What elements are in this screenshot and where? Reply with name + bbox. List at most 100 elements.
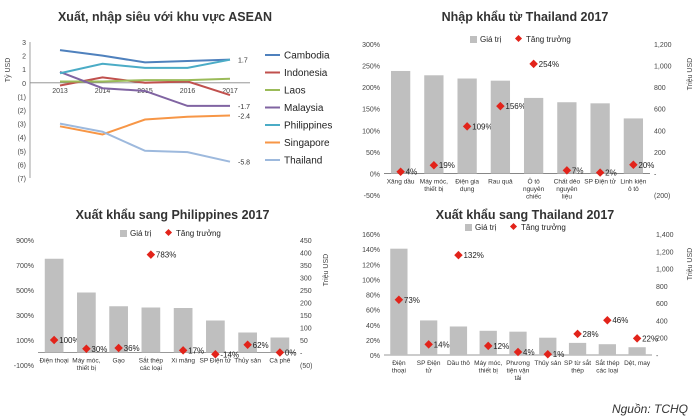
value-bar	[590, 103, 610, 174]
category-label: Linh kiện ô tô	[620, 178, 646, 193]
right-tick-label: 1,400	[656, 232, 674, 239]
data-label: -2.4	[238, 113, 250, 120]
category-label-line: Dệt, may	[624, 360, 651, 367]
category-label: Xi măng	[171, 358, 195, 365]
legend-label: Tăng trưởng	[176, 229, 221, 238]
growth-label: 1%	[553, 350, 565, 359]
growth-marker	[462, 122, 472, 131]
right-axis-title: Triệu USD	[687, 58, 694, 90]
category-label-line: Sắt thép	[595, 358, 620, 367]
category-label-line: nguyên	[523, 186, 545, 193]
left-tick-label: 100%	[362, 128, 380, 135]
series-line	[59, 58, 231, 75]
right-tick-label: 1,000	[654, 64, 672, 71]
legend-label: Giá trị	[130, 229, 152, 238]
left-tick-label: -100%	[14, 363, 34, 370]
category-label: SP Điện tử	[584, 177, 616, 185]
legend-label: Giá trị	[480, 35, 502, 44]
legend-label: Laos	[284, 86, 306, 97]
category-label: Thủy sản	[234, 357, 261, 365]
growth-label: 132%	[463, 251, 483, 260]
y-tick-label: 1	[22, 67, 26, 74]
value-bar	[420, 320, 438, 355]
right-tick-label: 250	[300, 288, 312, 295]
series-line	[60, 77, 231, 83]
growth-marker	[632, 334, 642, 343]
category-label-line: Sắt thép	[139, 356, 164, 365]
chart-title: Xuất khẩu sang Philippines 2017	[75, 208, 270, 222]
growth-label: 156%	[505, 102, 525, 111]
growth-marker	[396, 167, 405, 176]
legend-swatch	[470, 36, 477, 43]
growth-marker	[483, 341, 493, 351]
growth-label: 0%	[285, 349, 297, 358]
left-tick-label: 120%	[362, 262, 380, 269]
series-line	[59, 70, 230, 107]
right-tick-label: 200	[300, 301, 312, 308]
th-import-chart: 300% 250% 200% 150% 100% 50% 0% -50% 1,200 1,000 8…	[362, 34, 694, 200]
x-tick-label: 2014	[95, 88, 111, 95]
y-tick-label: (7)	[17, 176, 26, 183]
growth-marker	[454, 250, 463, 260]
legend-label: Philippines	[284, 121, 332, 132]
legend-label: Thailand	[284, 156, 322, 167]
th-export-chart-panel: Xuất khẩu sang Thailand 2017 160% 140% 120…	[350, 202, 700, 420]
growth-marker	[496, 101, 505, 111]
chart-title: Nhập khẩu từ Thailand 2017	[441, 10, 609, 24]
category-label-line: SP Điện tử	[200, 357, 232, 365]
value-bar	[173, 308, 193, 353]
left-tick-label: 50%	[366, 150, 380, 157]
growth-marker	[543, 350, 553, 359]
left-tick-label: 300%	[16, 313, 34, 320]
growth-label: 73%	[404, 296, 420, 305]
left-tick-label: 40%	[366, 323, 380, 330]
growth-label: 20%	[638, 161, 654, 170]
left-tick-label: 100%	[16, 338, 34, 345]
category-label-line: Cà phê	[269, 358, 290, 365]
left-tick-label: 80%	[366, 293, 380, 300]
data-label: 1.7	[238, 58, 248, 65]
category-label: Chất dẻo nguyên liệu	[554, 176, 581, 200]
right-tick-label: 600	[654, 107, 666, 114]
category-label: Ô tô nguyên chiếc	[523, 176, 545, 200]
chart-title: Xuất, nhập siêu với khu vực ASEAN	[57, 10, 273, 24]
left-tick-label: 300%	[362, 42, 380, 49]
y-tick-label: (4)	[17, 135, 26, 142]
category-label-line: thiết bị	[479, 366, 498, 375]
y-tick-label: (2)	[17, 108, 26, 115]
y-tick-label: (1)	[17, 94, 26, 101]
data-label: -1.7	[238, 104, 250, 111]
growth-label: 109%	[472, 122, 492, 131]
growth-label: 254%	[539, 60, 559, 69]
legend-label: Cambodia	[284, 51, 330, 62]
right-tick-label: 800	[656, 284, 668, 291]
category-label: Máy móc, thiết bị	[420, 178, 448, 193]
growth-label: 22%	[642, 334, 658, 343]
right-tick-label: 800	[654, 85, 666, 92]
value-bar	[449, 326, 468, 355]
category-label-line: Máy móc,	[420, 178, 448, 185]
category-label-line: tải	[515, 375, 522, 382]
value-bar	[509, 331, 527, 355]
ph-export-chart: 900%700%500%300%100%-100%450400350300250…	[14, 228, 330, 372]
category-label-line: Điện thoại	[39, 358, 68, 365]
y-axis-title: Tỷ USD	[5, 58, 12, 83]
growth-label: 2%	[605, 169, 617, 178]
category-label-line: ô tô	[628, 186, 639, 193]
growth-marker	[49, 335, 59, 345]
right-tick-label: -	[654, 171, 657, 178]
left-tick-label: 60%	[366, 308, 380, 315]
legend-swatch	[514, 34, 523, 43]
chart-title: Xuất khẩu sang Thailand 2017	[435, 208, 615, 222]
left-tick-label: 200%	[362, 85, 380, 92]
category-label-line: Điện	[392, 360, 406, 367]
right-tick-label: (200)	[654, 193, 670, 200]
legend-label: Tăng trưởng	[521, 223, 566, 232]
category-label: Thủy sản	[534, 359, 561, 367]
left-tick-label: 0%	[370, 171, 380, 178]
growth-label: 4%	[406, 168, 418, 177]
growth-marker	[603, 315, 612, 325]
category-label-line: Linh kiện	[620, 178, 646, 185]
right-tick-label: 400	[654, 128, 666, 135]
legend-label: Singapore	[284, 138, 330, 149]
